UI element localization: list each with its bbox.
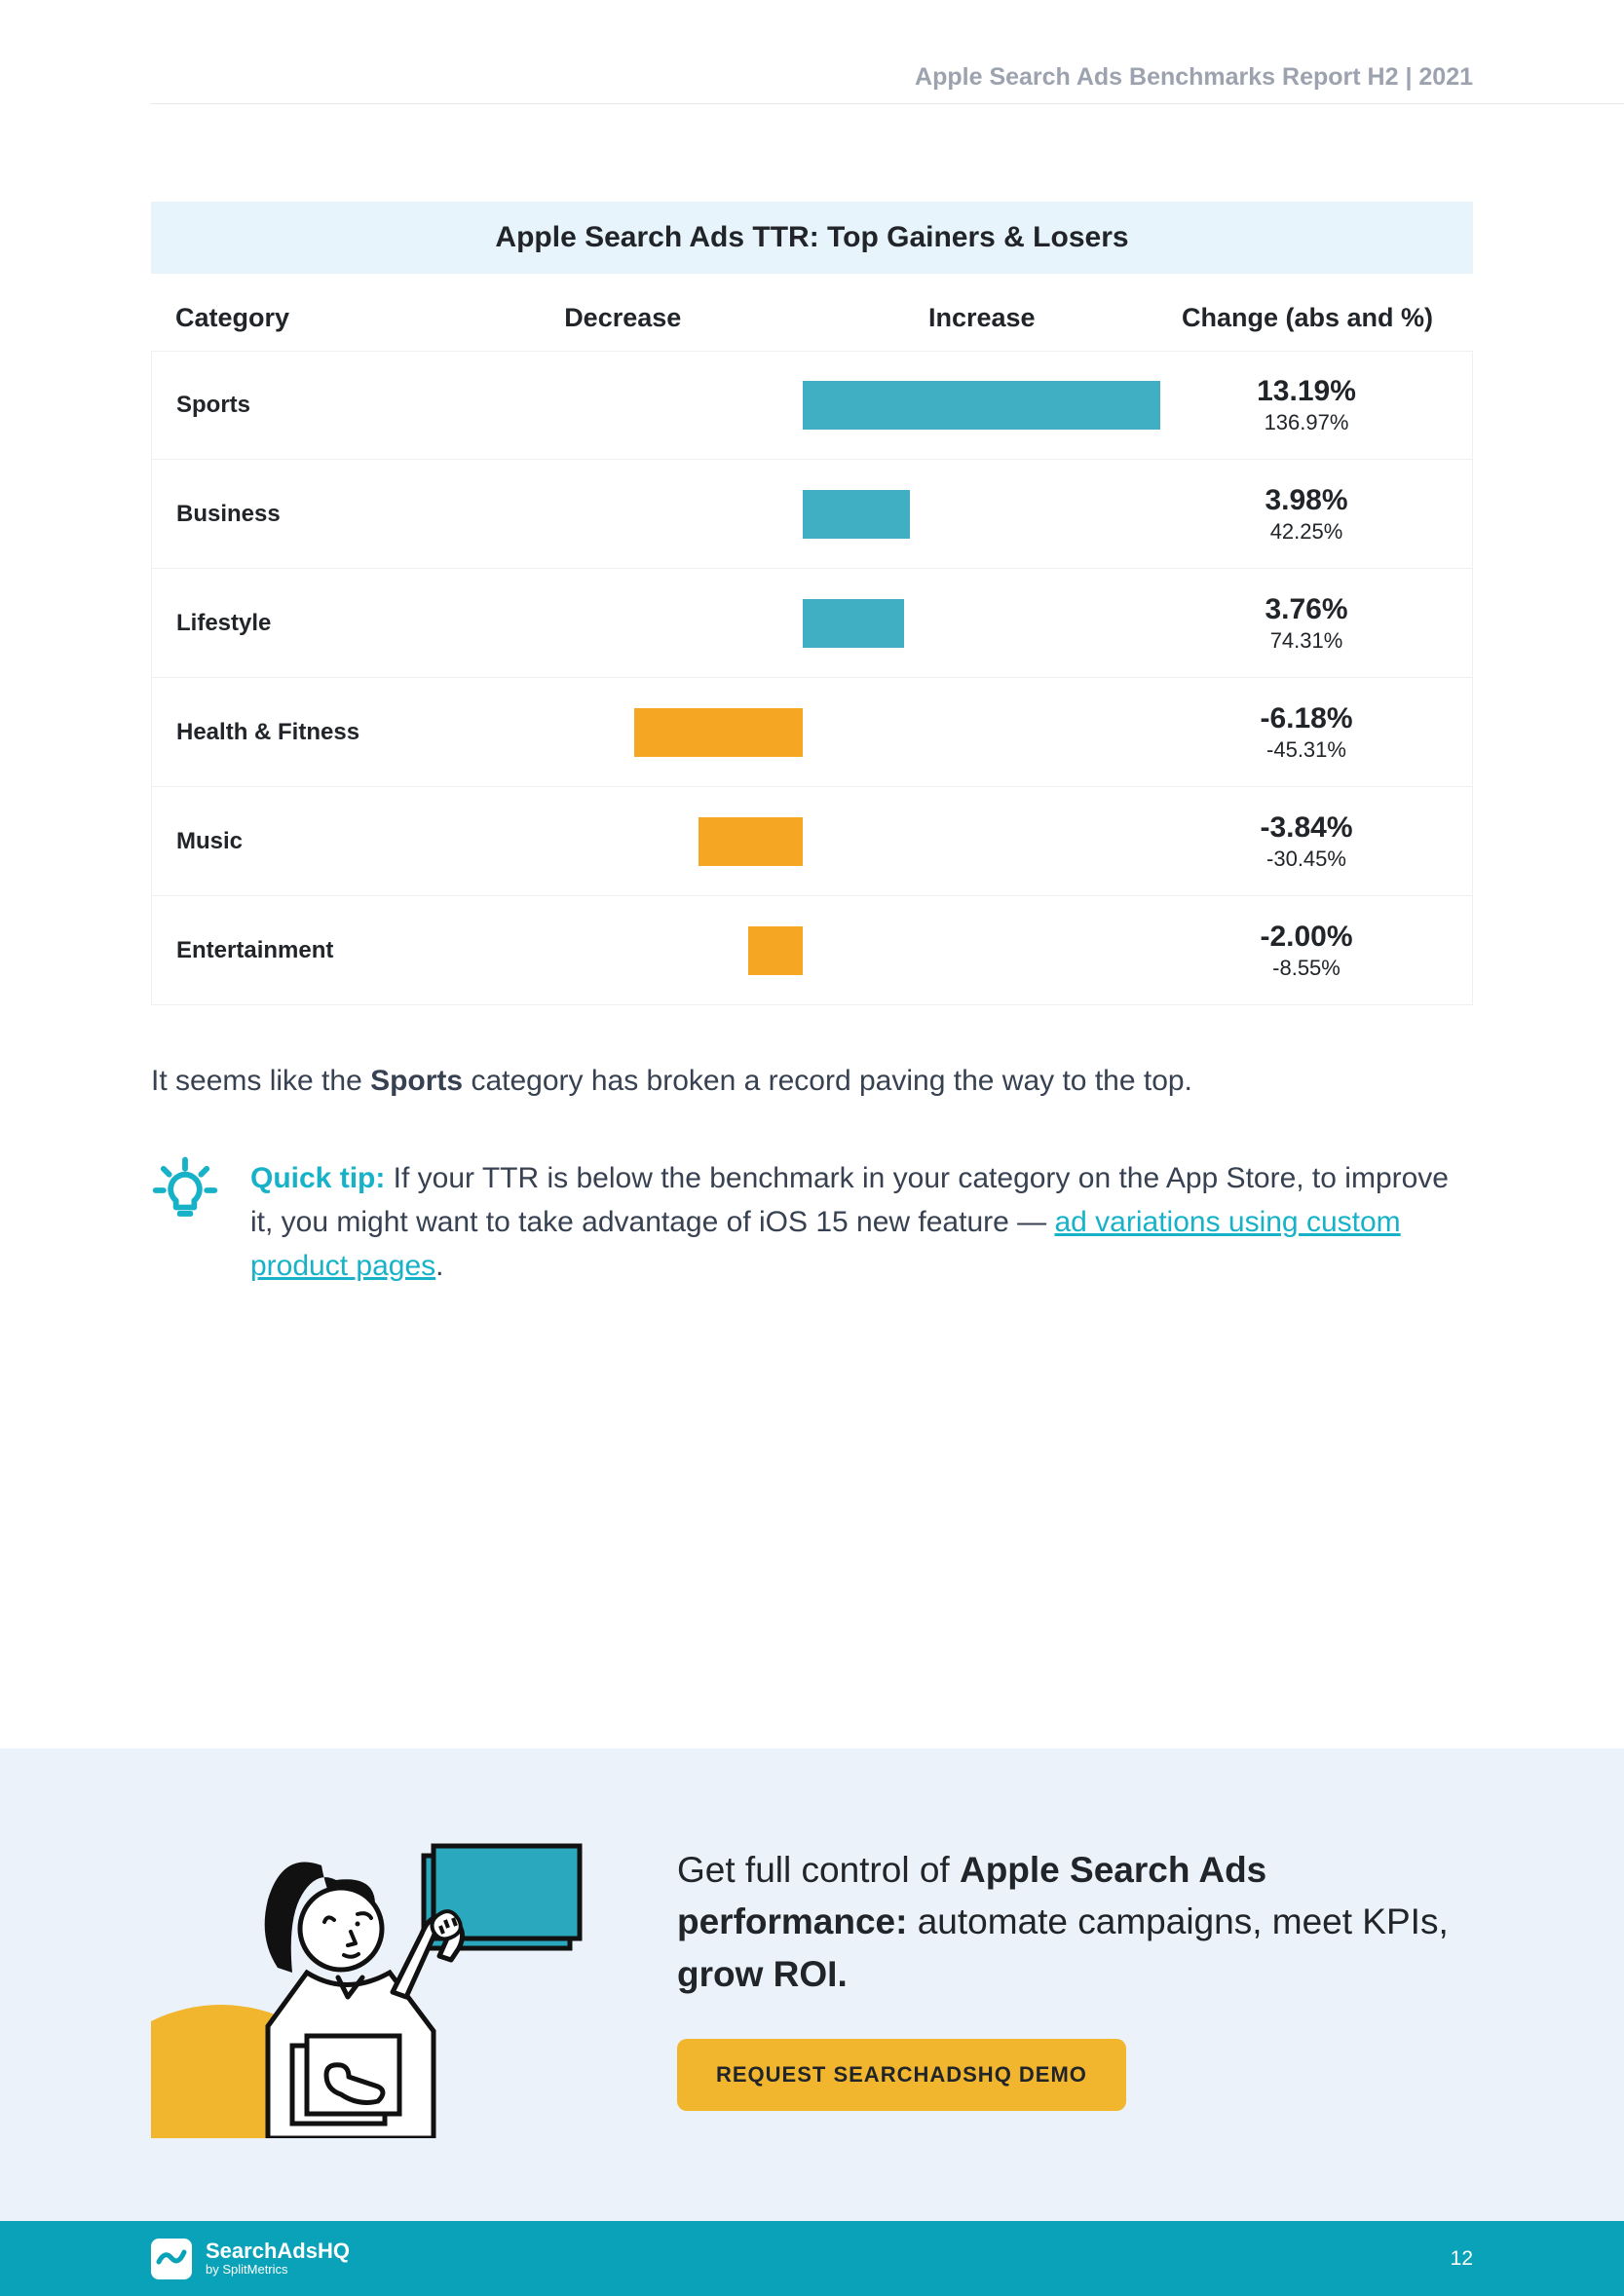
footer-bar: SearchAdsHQ by SplitMetrics 12 [0,2221,1624,2296]
decrease-bar [634,708,802,757]
change-abs: -6.18% [1160,702,1453,735]
cta-headline: Get full control of Apple Search Ads per… [677,1844,1473,2001]
cta-bold: grow ROI. [677,1954,848,1994]
row-bar-area [444,926,1160,975]
decrease-bar [699,817,803,866]
change-abs: -2.00% [1160,921,1453,954]
quick-tip-block: Quick tip: If your TTR is below the benc… [151,1156,1473,1288]
row-category: Music [152,828,444,855]
table-row: Sports 13.19%136.97% [151,351,1473,460]
col-header-category: Category [151,303,443,333]
chart-title: Apple Search Ads TTR: Top Gainers & Lose… [151,202,1473,274]
page-number: 12 [1451,2247,1473,2271]
row-category: Entertainment [152,937,444,964]
row-bar-area [444,599,1160,648]
tip-label: Quick tip: [250,1162,385,1194]
logo-text-main: SearchAdsHQ [206,2240,350,2262]
table-row: Business 3.98%42.25% [151,460,1473,569]
cta-text: automate campaigns, meet KPIs, [907,1901,1448,1941]
body-paragraph: It seems like the Sports category has br… [151,1059,1473,1103]
col-header-change: Change (abs and %) [1161,303,1473,333]
report-header-label: Apple Search Ads Benchmarks Report H2 | … [151,0,1624,104]
change-pct: 74.31% [1160,628,1453,654]
change-pct: -45.31% [1160,737,1453,763]
row-bar-area [444,381,1160,430]
change-pct: -30.45% [1160,847,1453,872]
footer-logo: SearchAdsHQ by SplitMetrics [151,2239,350,2279]
table-row: Entertainment -2.00%-8.55% [151,896,1473,1005]
change-abs: 3.98% [1160,484,1453,517]
cta-illustration [151,1817,599,2138]
table-row: Health & Fitness -6.18%-45.31% [151,678,1473,787]
change-abs: -3.84% [1160,811,1453,845]
chart-rows: Sports 13.19%136.97% Business 3.98%42.25% Li… [151,351,1473,1005]
increase-bar [803,381,1161,430]
row-change: -6.18%-45.31% [1160,702,1472,763]
table-row: Lifestyle 3.76%74.31% [151,569,1473,678]
row-category: Sports [152,392,444,419]
row-change: 3.76%74.31% [1160,593,1472,654]
request-demo-button[interactable]: REQUEST SEARCHADSHQ DEMO [677,2039,1126,2111]
row-category: Health & Fitness [152,719,444,746]
change-pct: 42.25% [1160,519,1453,545]
logo-icon [151,2239,192,2279]
tip-body: . [435,1250,443,1282]
para-text: category has broken a record paving the … [463,1065,1192,1097]
chart-column-headers: Category Decrease Increase Change (abs a… [151,274,1473,351]
row-bar-area [444,490,1160,539]
para-text: It seems like the [151,1065,370,1097]
logo-text-sub: by SplitMetrics [206,2262,350,2277]
tip-text: Quick tip: If your TTR is below the benc… [250,1156,1473,1288]
change-pct: -8.55% [1160,956,1453,981]
lightbulb-icon [151,1156,219,1288]
para-bold: Sports [370,1065,463,1097]
row-change: -3.84%-30.45% [1160,811,1472,872]
row-change: 3.98%42.25% [1160,484,1472,545]
row-category: Lifestyle [152,610,444,637]
change-abs: 3.76% [1160,593,1453,626]
change-pct: 136.97% [1160,410,1453,435]
row-category: Business [152,501,444,528]
cta-text: Get full control of [677,1850,960,1890]
change-abs: 13.19% [1160,375,1453,408]
row-change: 13.19%136.97% [1160,375,1472,435]
col-header-decrease: Decrease [443,303,803,333]
increase-bar [803,599,905,648]
decrease-bar [748,926,803,975]
row-bar-area [444,708,1160,757]
row-bar-area [444,817,1160,866]
col-header-increase: Increase [803,303,1162,333]
table-row: Music -3.84%-30.45% [151,787,1473,896]
increase-bar [803,490,911,539]
row-change: -2.00%-8.55% [1160,921,1472,981]
cta-panel: Get full control of Apple Search Ads per… [0,1749,1624,2221]
